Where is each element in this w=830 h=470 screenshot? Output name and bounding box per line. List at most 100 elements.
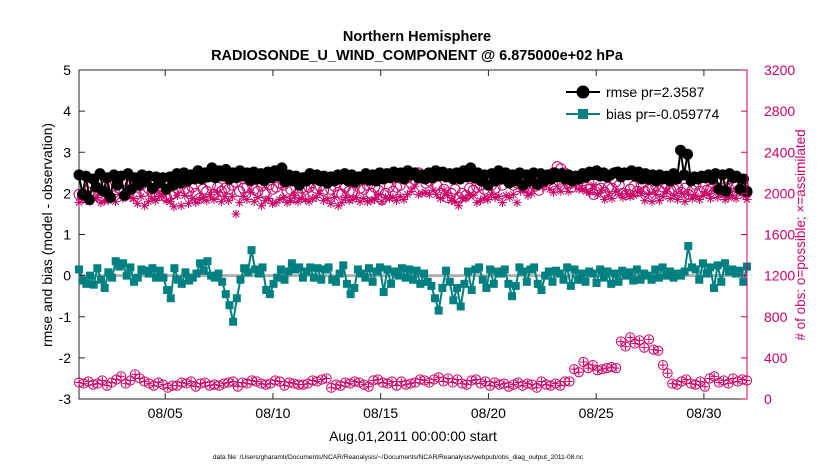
bias-marker <box>210 273 219 282</box>
assimilated-obs-marker <box>607 194 617 204</box>
bias-marker <box>273 273 282 282</box>
assimilated-obs-marker <box>326 199 336 209</box>
assimilated-obs-marker <box>322 194 332 204</box>
bias-marker <box>361 273 370 282</box>
possible-obs-lower-marker <box>662 368 673 379</box>
assimilated-obs-marker <box>549 187 559 197</box>
bias-marker <box>691 265 700 274</box>
assimilated-obs-marker <box>319 196 329 206</box>
assimilated-obs-marker <box>220 191 230 201</box>
bias-marker <box>544 267 553 276</box>
right-axis-tick-label: 2800 <box>764 103 795 119</box>
assimilated-obs-marker <box>289 190 299 200</box>
assimilated-obs-marker <box>129 194 139 204</box>
rmse-marker <box>111 179 123 191</box>
assimilated-obs-marker <box>676 188 686 198</box>
bias-marker <box>665 267 674 276</box>
assimilated-obs-marker <box>293 197 303 207</box>
assimilated-obs-marker <box>424 189 434 199</box>
bias-marker <box>75 265 83 274</box>
assimilated-obs-marker <box>545 184 555 194</box>
bias-marker <box>625 268 634 277</box>
assimilated-obs-marker <box>417 188 427 198</box>
assimilated-obs-lower-marker <box>659 361 667 369</box>
assimilated-obs-marker <box>333 201 343 211</box>
possible-obs-lower-marker <box>321 373 332 384</box>
bias-marker <box>346 290 355 299</box>
bias-marker <box>232 294 241 303</box>
bias-marker <box>702 269 711 278</box>
left-axis-tick-label: 2 <box>63 185 71 201</box>
possible-obs-lower-series <box>73 332 753 393</box>
assimilated-obs-marker <box>720 195 730 205</box>
bias-marker <box>108 273 117 282</box>
possible-obs-lower-marker <box>643 334 655 345</box>
assimilated-obs-marker <box>596 185 606 195</box>
left-axis-tick-label: 4 <box>63 103 71 119</box>
assimilated-obs-marker <box>702 188 712 198</box>
assimilated-obs-marker <box>527 188 537 198</box>
bias-marker <box>614 277 623 286</box>
assimilated-obs-marker <box>205 189 215 199</box>
assimilated-obs-marker <box>563 186 573 196</box>
right-axis: 0 400 800 1200 1600 2000 2400 2800 3200 <box>741 62 795 407</box>
rmse-marker <box>276 162 288 174</box>
bias-marker <box>603 267 612 276</box>
assimilated-obs-marker <box>311 192 321 202</box>
assimilated-obs-marker <box>508 189 518 199</box>
bias-marker <box>203 257 212 266</box>
assimilated-obs-lower-marker <box>636 336 644 344</box>
assimilated-obs-marker <box>552 181 562 191</box>
assimilated-obs-marker <box>647 197 657 207</box>
bias-marker <box>720 259 729 268</box>
bias-marker <box>383 265 392 274</box>
bias-marker <box>416 279 425 288</box>
possible-obs-lower-marker <box>573 367 584 378</box>
right-axis-tick-label: 0 <box>764 391 772 407</box>
bias-marker <box>313 264 322 273</box>
legend: rmse pr=2.3587 bias pr=-0.059774 <box>557 79 738 125</box>
bias-marker <box>368 277 377 286</box>
y-axis-label-left: rmse and bias (model - observation) <box>39 123 55 347</box>
bias-marker <box>475 263 484 272</box>
assimilated-obs-marker <box>111 197 121 207</box>
assimilated-obs-marker <box>651 189 661 199</box>
assimilated-obs-marker <box>362 197 372 207</box>
assimilated-obs-marker <box>432 189 442 199</box>
bias-marker <box>170 264 179 273</box>
assimilated-obs-marker <box>275 195 285 205</box>
bias-marker <box>339 261 348 270</box>
legend-bias-label: bias pr=-0.059774 <box>606 106 719 122</box>
assimilated-obs-marker <box>132 199 142 209</box>
assimilated-obs-marker <box>727 190 737 200</box>
possible-obs-lower-marker <box>620 341 631 352</box>
assimilated-obs-marker <box>611 186 621 196</box>
bias-marker <box>350 283 359 292</box>
assimilated-obs-marker <box>403 189 413 199</box>
assimilated-obs-marker <box>538 182 548 192</box>
bias-marker <box>717 277 726 286</box>
bias-marker <box>449 296 458 305</box>
assimilated-obs-marker <box>461 194 471 204</box>
assimilated-obs-marker <box>585 187 595 197</box>
assimilated-obs-marker <box>625 191 635 201</box>
bias-marker <box>93 264 102 273</box>
bias-marker <box>676 271 685 280</box>
assimilated-obs-lower-marker <box>589 361 597 369</box>
bias-series <box>75 242 751 326</box>
assimilated-obs-marker <box>497 198 507 208</box>
bias-marker <box>530 263 539 272</box>
assimilated-obs-lower-marker <box>323 374 331 382</box>
bias-marker <box>126 263 135 272</box>
assimilated-obs-marker <box>260 196 270 206</box>
bias-marker <box>559 275 568 284</box>
bias-marker <box>698 259 707 268</box>
assimilated-obs-marker <box>450 197 460 207</box>
assimilated-obs-marker <box>410 181 420 191</box>
rmse-marker <box>738 173 750 185</box>
right-axis-tick-label: 2000 <box>764 185 795 201</box>
x-axis: 08/05 08/10 08/15 08/20 08/25 08/30 <box>148 70 722 421</box>
bias-marker <box>298 273 307 282</box>
bias-marker <box>596 265 605 274</box>
